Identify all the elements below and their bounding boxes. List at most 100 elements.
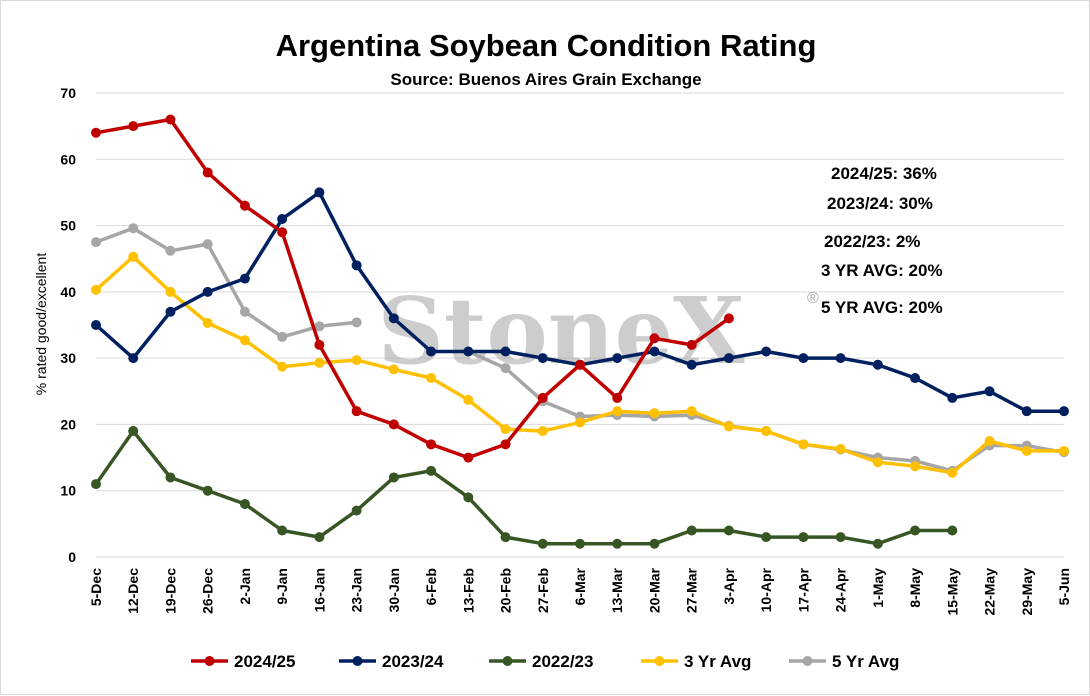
data-point-2023-24 <box>723 353 734 364</box>
data-point-2023-24 <box>910 373 921 384</box>
y-tick-label: 20 <box>60 416 76 432</box>
data-point-2023-24 <box>202 286 213 297</box>
series-2022-23 <box>91 426 958 549</box>
x-tick-label: 8-May <box>907 568 923 608</box>
x-tick-label: 9-Jan <box>274 568 290 605</box>
data-point-3-yr-avg <box>351 355 362 366</box>
y-axis-label: % rated good/excellent <box>33 253 49 396</box>
data-point-2022-23 <box>351 505 362 516</box>
data-point-3-yr-avg <box>910 461 921 472</box>
data-point-5-yr-avg <box>128 223 139 234</box>
data-point-2024-25 <box>128 121 139 132</box>
data-point-2024-25 <box>463 452 474 463</box>
data-point-2023-24 <box>649 346 660 357</box>
data-point-3-yr-avg <box>500 424 511 435</box>
data-point-3-yr-avg <box>947 467 958 478</box>
data-point-5-yr-avg <box>351 317 362 328</box>
x-tick-label: 13-Mar <box>609 567 625 613</box>
x-tick-label: 6-Mar <box>572 567 588 605</box>
data-point-2022-23 <box>128 426 139 437</box>
data-point-2024-25 <box>91 127 101 138</box>
data-point-2023-24 <box>277 213 288 224</box>
legend-item-2022-23: 2022/23 <box>489 652 593 671</box>
x-tick-label: 13-Feb <box>460 568 476 613</box>
data-point-2023-24 <box>426 346 437 357</box>
data-point-2022-23 <box>239 498 250 509</box>
data-point-2023-24 <box>947 392 958 403</box>
data-point-3-yr-avg <box>649 408 660 419</box>
data-point-5-yr-avg <box>202 239 213 250</box>
data-point-3-yr-avg <box>239 335 250 346</box>
data-point-2022-23 <box>426 465 437 476</box>
y-tick-label: 70 <box>60 85 76 101</box>
y-tick-label: 30 <box>60 350 76 366</box>
data-point-3-yr-avg <box>612 406 623 417</box>
data-point-2023-24 <box>351 260 362 271</box>
legend-swatch-marker <box>654 656 665 666</box>
data-point-2022-23 <box>723 525 734 536</box>
data-point-2022-23 <box>165 472 176 483</box>
data-point-2023-24 <box>314 187 325 198</box>
y-axis: 0 10 20 30 40 50 60 70 <box>60 85 76 565</box>
legend-label: 5 Yr Avg <box>832 652 899 671</box>
data-point-2024-25 <box>202 167 213 178</box>
data-point-2022-23 <box>314 532 325 543</box>
data-point-2024-25 <box>500 439 511 450</box>
data-point-3-yr-avg <box>1021 445 1032 456</box>
data-point-2022-23 <box>612 538 623 549</box>
x-tick-label: 15-May <box>944 568 960 616</box>
data-point-3-yr-avg <box>1059 445 1069 456</box>
data-point-3-yr-avg <box>202 318 213 329</box>
data-point-2023-24 <box>463 346 474 357</box>
x-tick-label: 23-Jan <box>349 568 365 612</box>
data-point-2022-23 <box>537 538 548 549</box>
data-point-5-yr-avg <box>500 363 511 374</box>
x-tick-label: 27-Mar <box>684 567 700 613</box>
data-point-2022-23 <box>500 532 511 543</box>
data-point-2024-25 <box>351 406 362 417</box>
data-point-2023-24 <box>1021 406 1032 417</box>
data-point-2023-24 <box>239 273 250 284</box>
data-point-2022-23 <box>835 532 846 543</box>
data-point-5-yr-avg <box>314 321 325 332</box>
legend-swatch-marker <box>802 656 813 666</box>
data-point-2022-23 <box>388 472 399 483</box>
data-point-2023-24 <box>128 353 139 364</box>
data-point-3-yr-avg <box>426 373 437 384</box>
data-point-3-yr-avg <box>575 417 585 428</box>
data-point-2022-23 <box>202 485 213 496</box>
data-point-2024-25 <box>537 392 548 403</box>
legend-label: 2023/24 <box>382 652 444 671</box>
legend-item-2023-24: 2023/24 <box>339 652 444 671</box>
annotations: 2024/25: 36% 2023/24: 30% 2022/23: 2% 3 … <box>821 164 943 317</box>
data-point-2022-23 <box>798 532 809 543</box>
chart-subtitle: Source: Buenos Aires Grain Exchange <box>390 70 701 89</box>
data-point-5-yr-avg <box>277 331 288 342</box>
data-point-2024-25 <box>649 333 660 344</box>
x-tick-label: 22-May <box>982 568 998 616</box>
series-line-2024-25 <box>94 117 731 460</box>
data-point-2024-25 <box>314 339 325 350</box>
data-point-2023-24 <box>686 359 697 370</box>
x-tick-label: 29-May <box>1019 568 1035 616</box>
y-tick-label: 10 <box>60 483 76 499</box>
data-point-2022-23 <box>761 532 772 543</box>
x-tick-label: 27-Feb <box>535 568 551 613</box>
x-tick-label: 6-Feb <box>423 568 439 605</box>
data-point-2024-25 <box>426 439 437 450</box>
data-point-3-yr-avg <box>761 426 772 437</box>
series-3-yr-avg <box>91 251 1069 478</box>
annotation-2022-23: 2022/23: 2% <box>824 232 920 251</box>
data-point-3-yr-avg <box>872 457 883 468</box>
data-point-2023-24 <box>984 386 995 397</box>
annotation-5yr-avg: 5 YR AVG: 20% <box>821 298 943 317</box>
data-point-2024-25 <box>239 200 250 211</box>
x-tick-label: 5-Jun <box>1056 568 1072 605</box>
data-point-5-yr-avg <box>239 306 250 317</box>
data-point-2023-24 <box>91 320 101 330</box>
series-line-2022-23 <box>94 429 955 546</box>
data-point-2022-23 <box>910 525 921 536</box>
series-2024-25 <box>91 114 734 463</box>
data-point-2023-24 <box>1059 406 1069 417</box>
x-tick-label: 16-Jan <box>311 568 327 612</box>
